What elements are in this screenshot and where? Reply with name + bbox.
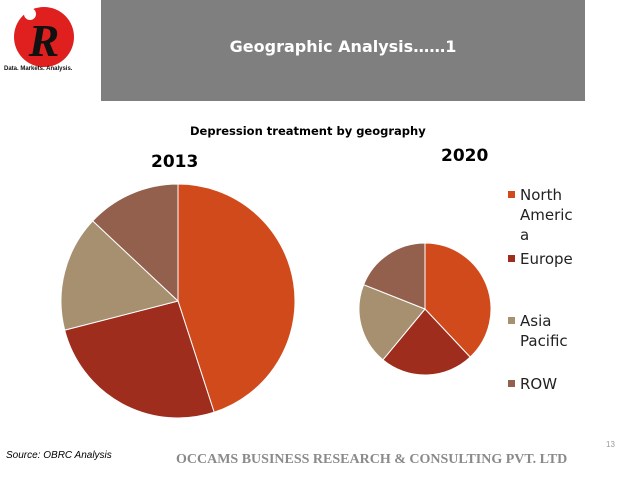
legend-swatch-europe xyxy=(508,255,515,262)
slide-title: Geographic Analysis……1 xyxy=(229,37,457,56)
legend-label-row: ROW xyxy=(520,375,558,393)
source-note: Source: OBRC Analysis xyxy=(6,450,112,461)
page-number: 13 xyxy=(606,440,615,449)
slide-header: Geographic Analysis……1 xyxy=(101,0,585,101)
pie-title-2020: 2020 xyxy=(441,146,489,166)
legend-label-north-america: North Americ a xyxy=(520,186,573,244)
logo-circle xyxy=(14,7,74,67)
legend-label-asia-pacific: Asia Pacific xyxy=(520,312,568,350)
legend-swatch-north-america xyxy=(508,191,515,198)
pie-slice-2020-row xyxy=(362,242,426,310)
pie-slice-2013-row xyxy=(92,183,179,303)
pie-2013 xyxy=(60,183,296,419)
legend-swatch-row xyxy=(508,380,515,387)
pie-2020 xyxy=(358,242,492,376)
footer-company-name: OCCAMS BUSINESS RESEARCH & CONSULTING PV… xyxy=(176,452,568,467)
logo-caption: Data. Markets. Analysis. xyxy=(4,66,73,72)
legend-label-europe: Europe xyxy=(520,250,573,268)
pie-slice-2013-north-america xyxy=(177,183,296,413)
pie-slice-2020-north-america xyxy=(424,242,492,358)
pie-slice-2020-asia-pacific xyxy=(358,284,426,361)
pie-slice-2013-europe xyxy=(64,300,215,419)
pie-slice-2013-asia-pacific xyxy=(60,220,180,331)
company-logo: R Data. Markets. Analysis. xyxy=(0,0,96,80)
pie-title-2013: 2013 xyxy=(151,152,199,172)
logo-letter: R xyxy=(28,15,60,66)
pie-slice-2020-europe xyxy=(382,308,471,376)
legend-swatch-asia-pacific xyxy=(508,317,515,324)
chart-title: Depression treatment by geography xyxy=(190,124,426,138)
logo-highlight xyxy=(24,8,36,20)
